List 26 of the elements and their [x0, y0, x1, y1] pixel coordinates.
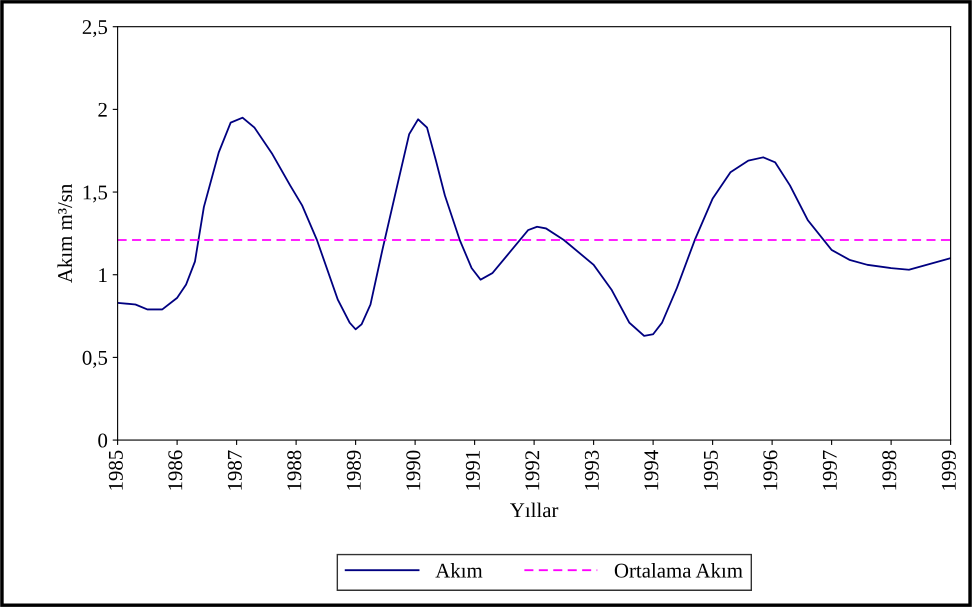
x-tick-label: 1988: [287, 450, 302, 490]
y-tick-label: 2: [98, 102, 107, 117]
x-tick-label: 1997: [822, 450, 837, 490]
y-tick-label: 0,5: [82, 350, 108, 368]
x-axis-title: Yıllar: [510, 502, 558, 518]
legend-label: Ortalama Akım: [614, 563, 743, 578]
x-tick-label: 1996: [763, 450, 778, 490]
y-axis-title: Akım m³/sn: [57, 184, 72, 283]
x-tick-label: 1990: [406, 450, 420, 490]
x-tick-label: 1993: [584, 450, 599, 490]
x-tick-label: 1985: [108, 450, 123, 490]
x-tick-label: 1998: [882, 450, 896, 490]
x-tick-label: 1999: [942, 450, 956, 490]
x-tick-label: 1989: [346, 450, 361, 490]
x-tick-label: 1995: [704, 450, 718, 490]
x-tick-label: 1986: [168, 450, 182, 490]
y-tick-label: 0: [98, 433, 108, 448]
legend-label: Akım: [435, 563, 482, 578]
x-tick-label: 1987: [228, 450, 242, 490]
y-tick-label: 1: [99, 268, 107, 282]
x-tick-label: 1991: [466, 451, 480, 490]
x-tick-label: 1992: [525, 450, 540, 490]
x-tick-label: 1994: [644, 450, 658, 490]
y-tick-label: 1,5: [84, 186, 108, 202]
line-series: [118, 116, 951, 337]
y-tick-label: 2,5: [82, 20, 108, 38]
